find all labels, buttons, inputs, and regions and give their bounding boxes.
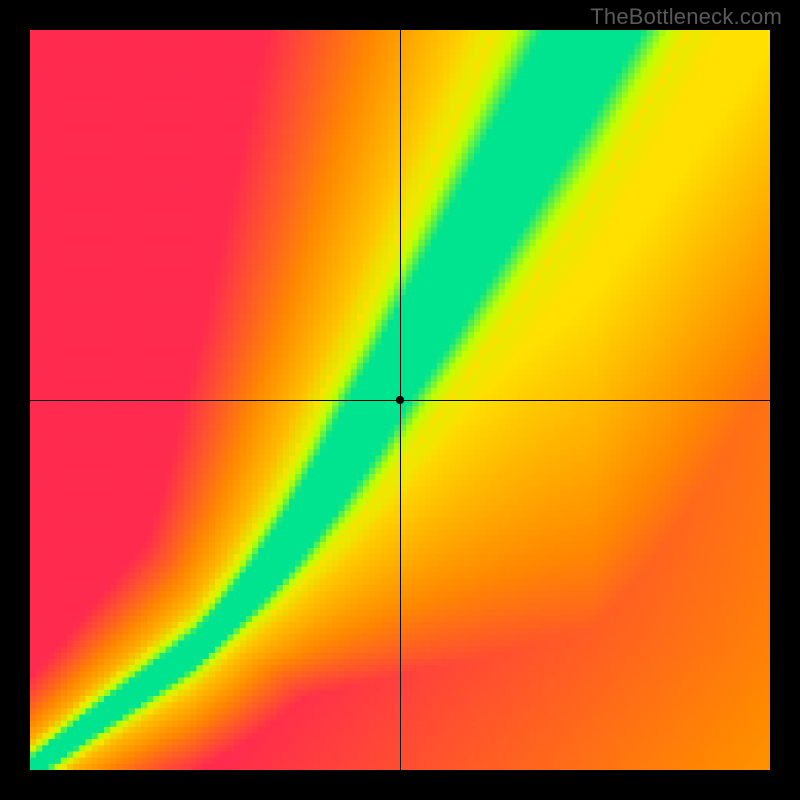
bottleneck-heatmap [30, 30, 770, 770]
heatmap-canvas [30, 30, 770, 770]
watermark-text: TheBottleneck.com [590, 4, 782, 30]
